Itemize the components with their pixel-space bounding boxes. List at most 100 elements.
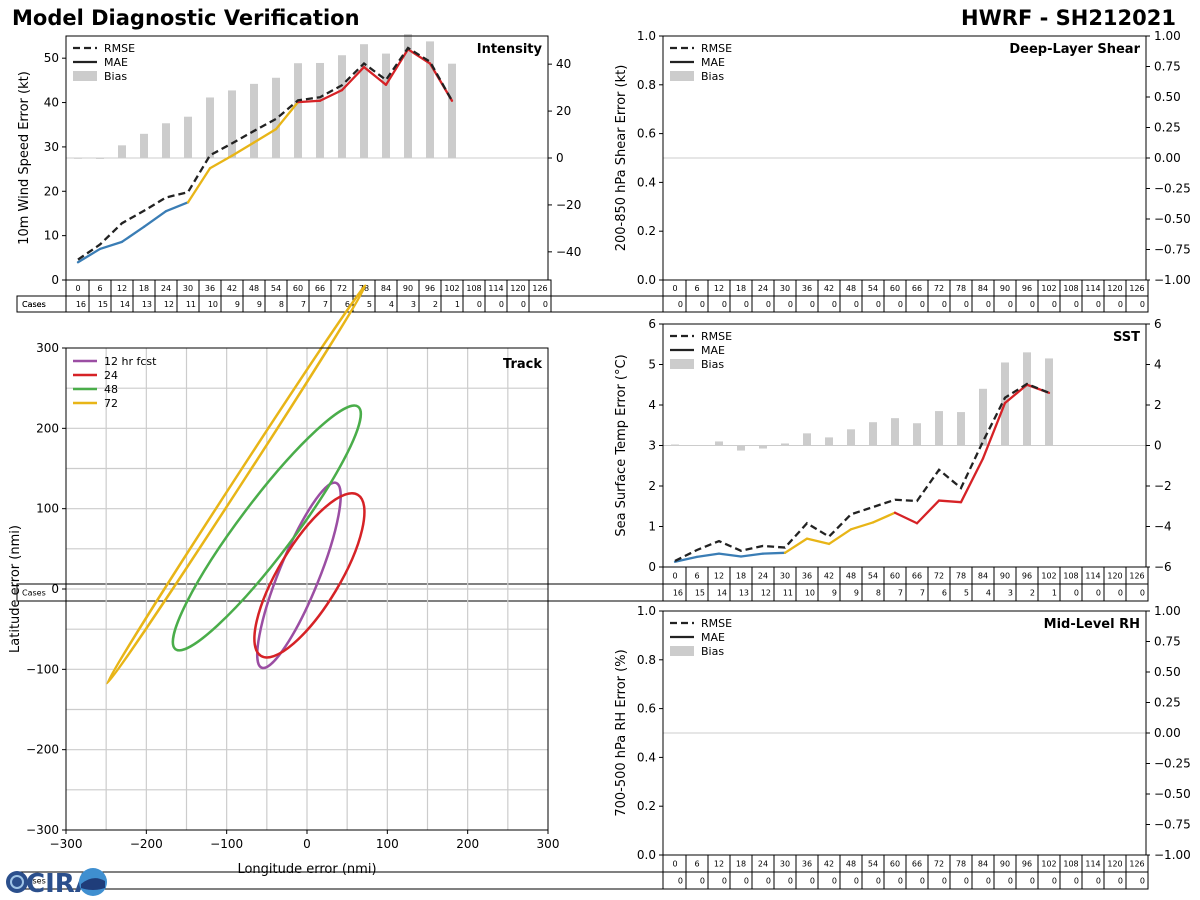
mid-level-rh-y2tick-label-5: 0.25 (1154, 696, 1181, 710)
sst-mae-segment-54 (849, 521, 875, 531)
intensity-mae-segment-66 (296, 99, 322, 104)
sst-bias-bar-24 (759, 445, 767, 449)
sst-cases-60: 7 (898, 589, 903, 598)
track-legend-label-0: 12 hr fcst (104, 355, 157, 368)
intensity-y2tick-label-3: 20 (556, 104, 571, 118)
sst-y2tick-label-5: 4 (1154, 358, 1162, 372)
mid-level-rh-leadtime-48: 48 (846, 860, 856, 869)
intensity-bias-bar-84 (382, 53, 390, 158)
deep-layer-shear-cases-120: 0 (1118, 300, 1123, 309)
deep-layer-shear-legend-label-2: Bias (701, 70, 724, 83)
sst-cases-24: 12 (761, 589, 771, 598)
mid-level-rh-cases-0: 0 (678, 877, 683, 886)
sst-bias-bar-30 (781, 443, 789, 446)
intensity-cases-12: 14 (120, 300, 130, 309)
mid-level-rh-legend-label-1: MAE (701, 631, 725, 644)
deep-layer-shear-leadtime-54: 54 (868, 284, 878, 293)
deep-layer-shear-leadtime-120: 120 (1107, 284, 1122, 293)
deep-layer-shear-cases-0: 0 (678, 300, 683, 309)
deep-layer-shear-leadtime-108: 108 (1063, 284, 1078, 293)
sst-y2tick-label-2: −2 (1154, 479, 1172, 493)
sst-legend-label-0: RMSE (701, 330, 732, 343)
sst-bias-bar-18 (737, 445, 745, 451)
mid-level-rh-y2tick-label-4: 0.00 (1154, 726, 1181, 740)
sst-bias-bar-60 (891, 418, 899, 446)
deep-layer-shear-cases-72: 0 (942, 300, 947, 309)
mid-level-rh-cases-84: 0 (986, 877, 991, 886)
deep-layer-shear-cases-label: Cases (22, 300, 46, 309)
deep-layer-shear-y2tick-label-0: −1.00 (1154, 273, 1191, 287)
sst-mae-segment-96 (1003, 383, 1029, 405)
mid-level-rh-y2tick-label-8: 1.00 (1154, 604, 1181, 618)
sst-mae-segment-18 (717, 552, 743, 558)
intensity-bias-bar-102 (448, 63, 456, 158)
intensity-ytick-label-3: 30 (44, 140, 59, 154)
sst-cases-78: 5 (964, 589, 969, 598)
intensity-ytick-label-5: 50 (44, 51, 59, 65)
sst-legend-swatch-2 (670, 359, 694, 369)
deep-layer-shear-leadtime-24: 24 (758, 284, 768, 293)
mid-level-rh-cases-12: 0 (722, 877, 727, 886)
sst-leadtime-114: 114 (1085, 572, 1100, 581)
cira-logo: CIRA (6, 868, 107, 898)
deep-layer-shear-cases-36: 0 (810, 300, 815, 309)
track-xlabel: Longitude error (nmi) (237, 862, 376, 877)
deep-layer-shear-cases-24: 0 (766, 300, 771, 309)
intensity-cases-48: 9 (257, 300, 262, 309)
deep-layer-shear-panel-label: Deep-Layer Shear (1009, 42, 1140, 57)
intensity-mae-segment-96 (406, 48, 432, 65)
intensity-cases-66: 7 (323, 300, 328, 309)
sst-bias-bar-36 (803, 433, 811, 446)
mid-level-rh-cases-row (16, 871, 1149, 890)
intensity-y2tick-label-1: −20 (556, 198, 581, 212)
sst-leadtime-54: 54 (868, 572, 878, 581)
track-panel-label: Track (503, 357, 542, 372)
intensity-legend-label-1: MAE (104, 56, 128, 69)
sst-leadtime-0: 0 (672, 572, 677, 581)
mid-level-rh-leadtime-30: 30 (780, 860, 790, 869)
sst-bias-bar-102 (1045, 358, 1053, 446)
mid-level-rh-leadtime-66: 66 (912, 860, 922, 869)
intensity-leadtime-120: 120 (510, 284, 525, 293)
deep-layer-shear-cases-102: 0 (1052, 300, 1057, 309)
sst-mae-segment-84 (959, 457, 985, 504)
intensity-cases-label: Cases (22, 300, 46, 309)
sst-mae-segment-72 (915, 499, 941, 525)
intensity-cases-18: 13 (142, 300, 152, 309)
deep-layer-shear-legend-label-0: RMSE (701, 42, 732, 55)
intensity-bias-bar-72 (338, 55, 346, 158)
sst-mae-segment-48 (827, 528, 853, 546)
intensity-bias-bar-54 (272, 77, 280, 158)
intensity-ytick-label-2: 20 (44, 184, 59, 198)
intensity-cases-78: 5 (367, 300, 372, 309)
track-xtick-label-2: −100 (210, 837, 243, 851)
deep-layer-shear-legend-label-1: MAE (701, 56, 725, 69)
mid-level-rh-leadtime-60: 60 (890, 860, 900, 869)
sst-cases-84: 4 (986, 589, 991, 598)
deep-layer-shear-y2tick-label-8: 1.00 (1154, 29, 1181, 43)
sst-cases-114: 0 (1096, 589, 1101, 598)
intensity-leadtime-126: 126 (532, 284, 547, 293)
track-ytick-label-2: −100 (26, 662, 59, 676)
intensity-rmse-line (77, 46, 454, 261)
track-xtick-label-4: 100 (376, 837, 399, 851)
sst-leadtime-90: 90 (1000, 572, 1010, 581)
sst-leadtime-42: 42 (824, 572, 834, 581)
track-legend-label-3: 72 (104, 397, 118, 410)
deep-layer-shear-ytick-label-4: 0.8 (637, 78, 656, 92)
sst-cases-6: 15 (695, 589, 705, 598)
mid-level-rh-cases-54: 0 (876, 877, 881, 886)
sst-bias-bar-96 (1023, 352, 1031, 446)
intensity-leadtime-0: 0 (75, 284, 80, 293)
intensity-cases-90: 3 (411, 300, 416, 309)
sst-cases-0: 16 (673, 589, 683, 598)
sst-leadtime-96: 96 (1022, 572, 1032, 581)
sst-bias-bar-78 (957, 412, 965, 446)
sst-bias-bar-48 (847, 429, 855, 446)
deep-layer-shear-y2tick-label-3: −0.25 (1154, 182, 1191, 196)
intensity-legend-label-0: RMSE (104, 42, 135, 55)
intensity-ytick-label-4: 40 (44, 96, 59, 110)
intensity-bias-bar-48 (250, 83, 258, 158)
sst-leadtime-78: 78 (956, 572, 966, 581)
sst-cases-30: 11 (783, 589, 793, 598)
